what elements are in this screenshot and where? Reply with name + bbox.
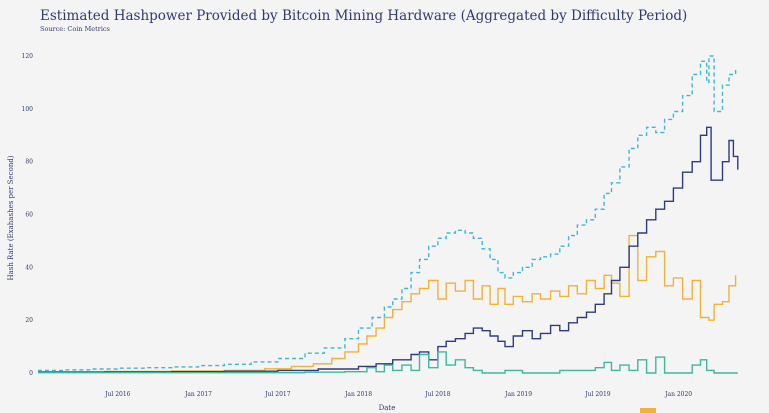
chart-subtitle: Source: Coin Metrics	[40, 25, 110, 33]
y-tick-label: 20	[25, 317, 33, 324]
chart-title: Estimated Hashpower Provided by Bitcoin …	[40, 8, 688, 24]
series-line-2	[38, 234, 737, 373]
legend-swatch	[640, 408, 656, 413]
x-tick-label: Jan 2020	[664, 391, 692, 398]
y-tick-label: 100	[22, 106, 34, 113]
y-tick-label: 120	[22, 53, 34, 60]
y-tick-label: 80	[25, 159, 33, 166]
x-tick-label: Jan 2017	[184, 391, 212, 398]
x-tick-label: Jul 2018	[424, 391, 451, 398]
series-line-4	[38, 351, 738, 374]
x-tick-label: Jul 2016	[104, 391, 131, 398]
y-tick-label: 40	[25, 264, 33, 271]
x-tick-label: Jul 2017	[264, 391, 291, 398]
series-line-1	[38, 55, 737, 372]
series-line-3	[38, 126, 739, 373]
y-tick-label: 60	[25, 212, 33, 219]
x-tick-label: Jan 2019	[504, 391, 532, 398]
y-axis-label: Hash Rate (Exahashes per Second)	[7, 155, 15, 280]
x-tick-label: Jul 2019	[584, 391, 611, 398]
x-axis-label: Date	[379, 404, 396, 412]
y-tick-label: 0	[29, 370, 33, 377]
x-tick-label: Jan 2018	[344, 391, 372, 398]
